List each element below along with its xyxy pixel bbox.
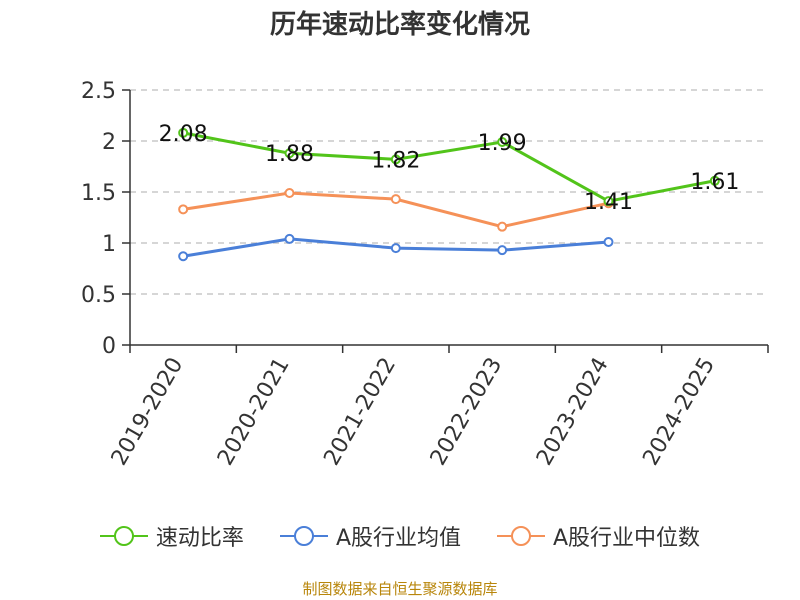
- data-label: 1.61: [690, 170, 739, 195]
- y-tick-label: 2: [102, 130, 116, 155]
- source-note: 制图数据来自恒生聚源数据库: [302, 580, 498, 598]
- data-label: 1.82: [371, 148, 420, 173]
- data-point: [709, 175, 720, 186]
- legend-label: 速动比率: [155, 526, 244, 551]
- legend-label: A股行业中位数: [553, 526, 701, 551]
- y-tick-label: 1.5: [81, 181, 116, 206]
- data-point: [603, 196, 614, 207]
- x-tick-label: 2022-2023: [426, 353, 508, 469]
- chart-title: 历年速动比率变化情况: [269, 10, 530, 40]
- data-point: [390, 194, 401, 205]
- legend-item-industry-mean[interactable]: A股行业均值: [279, 520, 461, 552]
- data-point: [178, 204, 189, 215]
- x-tick-label: 2020-2021: [213, 354, 295, 470]
- data-label: 1.88: [265, 142, 314, 167]
- data-point: [284, 233, 295, 244]
- x-tick-label: 2023-2024: [532, 354, 614, 470]
- legend: 速动比率 A股行业均值 A股行业中位数: [0, 520, 800, 552]
- data-point: [603, 236, 614, 247]
- x-tick-label: 2019-2020: [107, 354, 189, 470]
- data-point: [390, 243, 401, 254]
- y-tick-label: 2.5: [81, 79, 116, 104]
- data-label: 1.41: [584, 190, 633, 215]
- legend-marker-icon: [99, 526, 148, 546]
- data-label: 1.99: [478, 131, 527, 156]
- x-tick-label: 2024-2025: [638, 354, 720, 470]
- data-point: [178, 127, 189, 138]
- data-point: [284, 148, 295, 159]
- data-point: [497, 137, 508, 148]
- y-tick-label: 0.5: [81, 283, 116, 308]
- legend-item-industry-median[interactable]: A股行业中位数: [497, 520, 700, 552]
- x-tick-label: 2021-2022: [319, 354, 401, 470]
- legend-marker-icon: [497, 526, 545, 546]
- legend-item-quick-ratio[interactable]: 速动比率: [99, 520, 244, 552]
- y-tick-label: 0: [102, 334, 116, 359]
- legend-marker-icon: [279, 526, 328, 546]
- data-point: [178, 251, 189, 262]
- data-point: [284, 188, 295, 199]
- data-point: [497, 245, 508, 256]
- data-point: [390, 154, 401, 165]
- y-tick-label: 1: [102, 232, 116, 257]
- legend-label: A股行业均值: [335, 526, 461, 551]
- series-line: [182, 131, 716, 203]
- data-label: 2.08: [159, 122, 208, 147]
- data-point: [497, 221, 508, 232]
